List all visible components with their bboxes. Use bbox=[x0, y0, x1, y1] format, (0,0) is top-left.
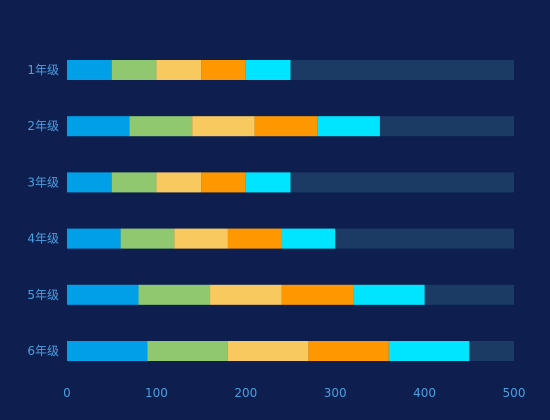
bar-segment bbox=[129, 116, 193, 137]
bar-segment bbox=[147, 341, 228, 361]
y-tick-label: 6年级 bbox=[27, 344, 59, 358]
x-axis-labels: 0 100 200 300 400 500 bbox=[63, 386, 525, 400]
bar-segment bbox=[111, 172, 157, 193]
bar-segment bbox=[67, 284, 139, 305]
x-tick-label: 100 bbox=[145, 386, 168, 400]
bar-segment bbox=[120, 228, 175, 249]
bar-segment bbox=[227, 341, 309, 361]
bar-segment bbox=[138, 284, 211, 305]
bar-segment bbox=[67, 60, 112, 80]
bar-segment bbox=[210, 284, 282, 305]
bar-segment bbox=[156, 60, 202, 80]
bar-segment bbox=[67, 341, 148, 361]
bar-segment bbox=[245, 60, 291, 80]
bar-segment bbox=[281, 284, 354, 305]
bar-segment bbox=[111, 60, 157, 80]
bar-segment bbox=[254, 116, 318, 137]
bar-segment bbox=[201, 60, 246, 80]
y-tick-label: 1年级 bbox=[27, 63, 59, 77]
bar-segment bbox=[67, 228, 121, 249]
bar-segment bbox=[281, 228, 336, 249]
x-tick-label: 400 bbox=[413, 386, 436, 400]
x-tick-label: 300 bbox=[324, 386, 347, 400]
x-tick-label: 0 bbox=[63, 386, 71, 400]
bar-segment bbox=[227, 228, 282, 249]
bar-segment bbox=[317, 116, 380, 137]
x-tick-label: 500 bbox=[503, 386, 526, 400]
y-tick-label: 2年级 bbox=[27, 119, 59, 133]
y-tick-label: 3年级 bbox=[27, 175, 59, 189]
x-tick-label: 200 bbox=[234, 386, 257, 400]
bar-segment bbox=[174, 228, 228, 249]
y-tick-label: 4年级 bbox=[27, 232, 59, 246]
bar-segment bbox=[388, 341, 470, 361]
bar-segment bbox=[67, 172, 112, 193]
bar-segment bbox=[308, 341, 389, 361]
y-axis-labels: 1年级 2年级 3年级 4年级 5年级 6年级 bbox=[27, 63, 59, 358]
bar-segment bbox=[156, 172, 202, 193]
bar-segments bbox=[67, 60, 470, 361]
bar-segment bbox=[67, 116, 130, 137]
bar-segment bbox=[201, 172, 246, 193]
bar-segment bbox=[192, 116, 255, 137]
bar-segment bbox=[245, 172, 291, 193]
y-tick-label: 5年级 bbox=[27, 288, 59, 302]
bar-segment bbox=[353, 284, 425, 305]
